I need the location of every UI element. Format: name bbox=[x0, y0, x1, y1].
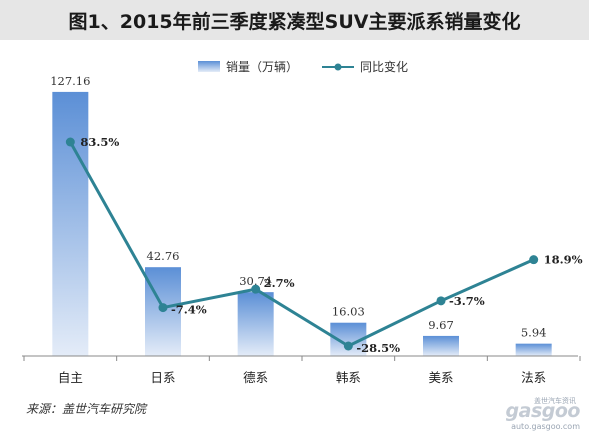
bar-2 bbox=[237, 292, 274, 356]
yoy-line bbox=[69, 141, 535, 348]
line-label-3: -28.5% bbox=[356, 341, 400, 355]
line-point-1 bbox=[158, 303, 168, 313]
line-point-2 bbox=[251, 284, 261, 294]
line-label-0: 83.5% bbox=[80, 135, 119, 149]
legend-bar-label: 销量（万辆） bbox=[226, 60, 298, 74]
category-label-2: 德系 bbox=[243, 370, 268, 385]
line-label-4: -3.7% bbox=[449, 294, 485, 308]
line-point-3 bbox=[343, 341, 353, 351]
legend-bar-swatch bbox=[198, 61, 220, 72]
category-label-1: 日系 bbox=[150, 370, 175, 385]
chart-title: 图1、2015年前三季度紧凑型SUV主要派系销量变化 bbox=[68, 10, 521, 33]
bar-label-1: 42.76 bbox=[147, 249, 180, 263]
bar-label-5: 5.94 bbox=[521, 326, 547, 340]
title-bar: 图1、2015年前三季度紧凑型SUV主要派系销量变化 bbox=[0, 0, 589, 40]
category-label-0: 自主 bbox=[58, 370, 83, 385]
bar-label-3: 16.03 bbox=[332, 305, 365, 319]
watermark-url: auto.gasgoo.com bbox=[511, 422, 580, 431]
bar-label-4: 9.67 bbox=[428, 318, 454, 332]
line-point-5 bbox=[529, 255, 539, 265]
legend-line-label: 同比变化 bbox=[360, 59, 408, 74]
gasgoo-watermark: 盖世汽车资讯 gasgoo auto.gasgoo.com bbox=[478, 396, 582, 432]
bar-4 bbox=[423, 335, 459, 356]
line-label-1: -7.4% bbox=[171, 303, 207, 317]
line-point-4 bbox=[436, 296, 446, 306]
legend-line-marker bbox=[334, 63, 342, 71]
category-label-4: 美系 bbox=[428, 370, 453, 385]
chart: 销量（万辆） 同比变化 127.16 自主 42.76 日系 30.74 德系 16.03 韩系 9… bbox=[22, 59, 583, 385]
bar-label-0: 127.16 bbox=[50, 74, 90, 88]
watermark-top: 盖世汽车资讯 bbox=[534, 397, 576, 405]
bar-5 bbox=[515, 343, 552, 356]
line-label-2: 2.7% bbox=[264, 276, 295, 290]
bar-0 bbox=[52, 91, 89, 356]
watermark-logo: gasgoo bbox=[505, 400, 581, 422]
line-label-5: 18.9% bbox=[544, 253, 583, 267]
category-label-5: 法系 bbox=[521, 370, 546, 385]
category-label-3: 韩系 bbox=[336, 370, 361, 385]
bar-label-2: 30.74 bbox=[239, 274, 272, 288]
source-note: 来源：盖世汽车研究院 bbox=[26, 402, 147, 416]
line-point-0 bbox=[65, 137, 75, 147]
